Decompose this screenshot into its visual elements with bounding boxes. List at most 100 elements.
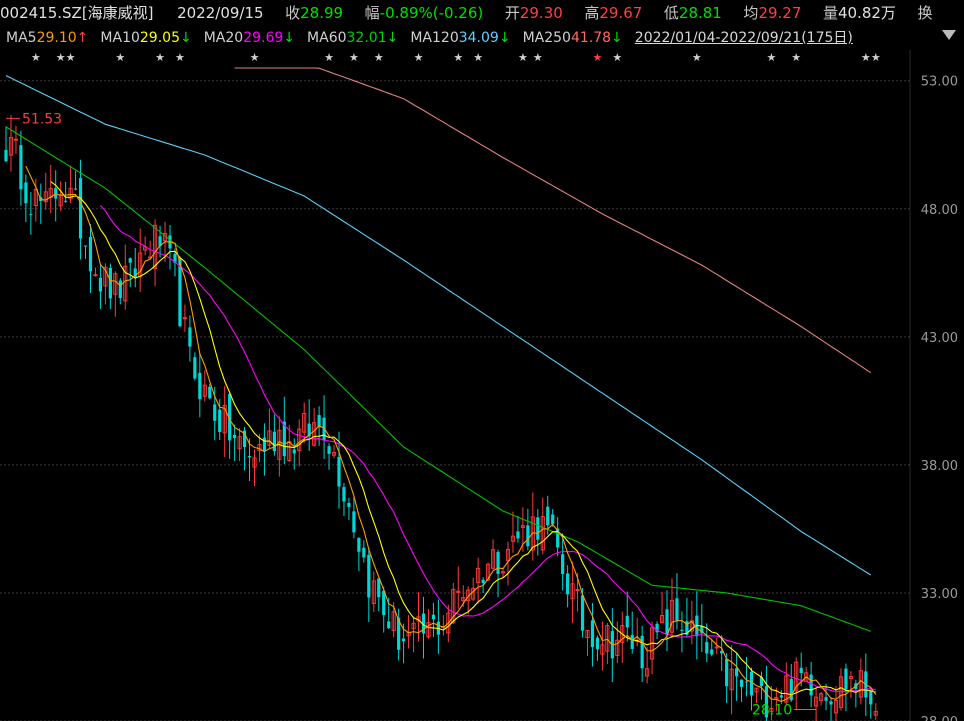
candle[interactable] [178,256,182,328]
candle[interactable] [327,443,331,470]
candle[interactable] [198,352,202,418]
candle[interactable] [710,638,714,657]
star-icon[interactable]: ★ [861,51,871,64]
candle[interactable] [536,509,540,556]
candle[interactable] [809,661,813,708]
candle[interactable] [257,434,262,463]
candle[interactable] [29,192,33,235]
candle[interactable] [416,592,421,642]
candle[interactable] [585,630,590,656]
candle[interactable] [838,668,844,711]
candle[interactable] [873,703,878,720]
candle[interactable] [93,267,98,277]
candle[interactable] [505,541,511,586]
candle[interactable] [500,568,506,579]
candle[interactable] [665,590,669,652]
star-icon[interactable]: ★ [175,51,185,64]
candle[interactable] [669,578,675,639]
candle[interactable] [357,537,361,572]
candle[interactable] [725,653,729,703]
candle[interactable] [640,625,644,682]
candle[interactable] [566,565,570,608]
star-icon[interactable]: ★ [473,51,483,64]
candle[interactable] [764,665,769,721]
candle[interactable] [700,603,704,653]
candle[interactable] [561,533,565,591]
star-icon[interactable]: ★ [250,51,260,64]
candle[interactable] [689,600,694,645]
candle[interactable] [739,679,744,702]
candle[interactable] [705,623,709,663]
candle[interactable] [551,509,555,527]
star-icon[interactable]: ★ [692,51,702,64]
star-icon[interactable]: ★ [115,51,125,64]
candle[interactable] [714,637,719,655]
candle[interactable] [158,225,162,258]
candle[interactable] [729,645,734,715]
candle[interactable] [13,125,18,154]
candle[interactable] [402,623,406,664]
candle[interactable] [824,683,828,711]
candle[interactable] [625,591,629,642]
candlestick-chart[interactable]: 53.00 48.00 43.00 38.00 33.00 28.00 51.53 28.10… [0,50,964,721]
candle[interactable] [8,115,14,172]
candle[interactable] [262,423,267,476]
candle[interactable] [188,315,192,362]
candle[interactable] [182,304,187,332]
star-icon[interactable]: ★ [31,51,41,64]
candle[interactable] [252,449,257,487]
candle[interactable] [78,159,83,260]
candle[interactable] [48,164,53,214]
candle[interactable] [118,278,122,305]
candle[interactable] [202,370,207,402]
candle[interactable] [4,126,8,162]
candle[interactable] [530,492,535,561]
candle[interactable] [510,511,515,553]
candle[interactable] [64,181,68,203]
candle[interactable] [456,566,461,609]
star-icon[interactable]: ★ [766,51,776,64]
candle[interactable] [113,271,118,317]
candle[interactable] [615,621,620,664]
star-icon[interactable]: ★ [453,51,463,64]
candle[interactable] [570,561,575,624]
candle[interactable] [858,658,863,705]
candle[interactable] [128,257,132,287]
candle[interactable] [645,647,650,684]
candle[interactable] [83,245,88,259]
candle[interactable] [436,599,440,654]
candle[interactable] [228,393,232,459]
candle[interactable] [516,515,520,543]
candle[interactable] [754,687,759,704]
candle[interactable] [620,611,625,663]
candle[interactable] [282,396,286,465]
candle[interactable] [605,622,610,665]
candle[interactable] [39,183,43,224]
candle[interactable] [580,587,585,638]
candle[interactable] [54,170,58,222]
candle[interactable] [267,408,272,450]
candle[interactable] [382,586,386,633]
candle[interactable] [680,611,684,653]
star-icon[interactable]: ★ [612,51,622,64]
candle[interactable] [734,652,739,701]
candle[interactable] [277,416,282,477]
candle[interactable] [844,663,848,712]
candle[interactable] [426,608,431,639]
candle[interactable] [685,597,689,637]
candle[interactable] [307,399,311,451]
candle[interactable] [331,444,337,459]
star-icon[interactable]: ★ [56,51,66,64]
candle[interactable] [804,666,809,682]
candle[interactable] [635,617,640,647]
star-icon[interactable]: ★ [66,51,76,64]
candle[interactable] [759,671,764,700]
candle[interactable] [352,496,356,539]
star-icon[interactable]: ★ [533,51,543,64]
star-icon[interactable]: ★ [791,51,801,64]
candle[interactable] [526,508,530,551]
candle[interactable] [193,352,197,381]
candle[interactable] [769,686,774,721]
candle[interactable] [233,424,237,461]
candle[interactable] [222,385,227,457]
